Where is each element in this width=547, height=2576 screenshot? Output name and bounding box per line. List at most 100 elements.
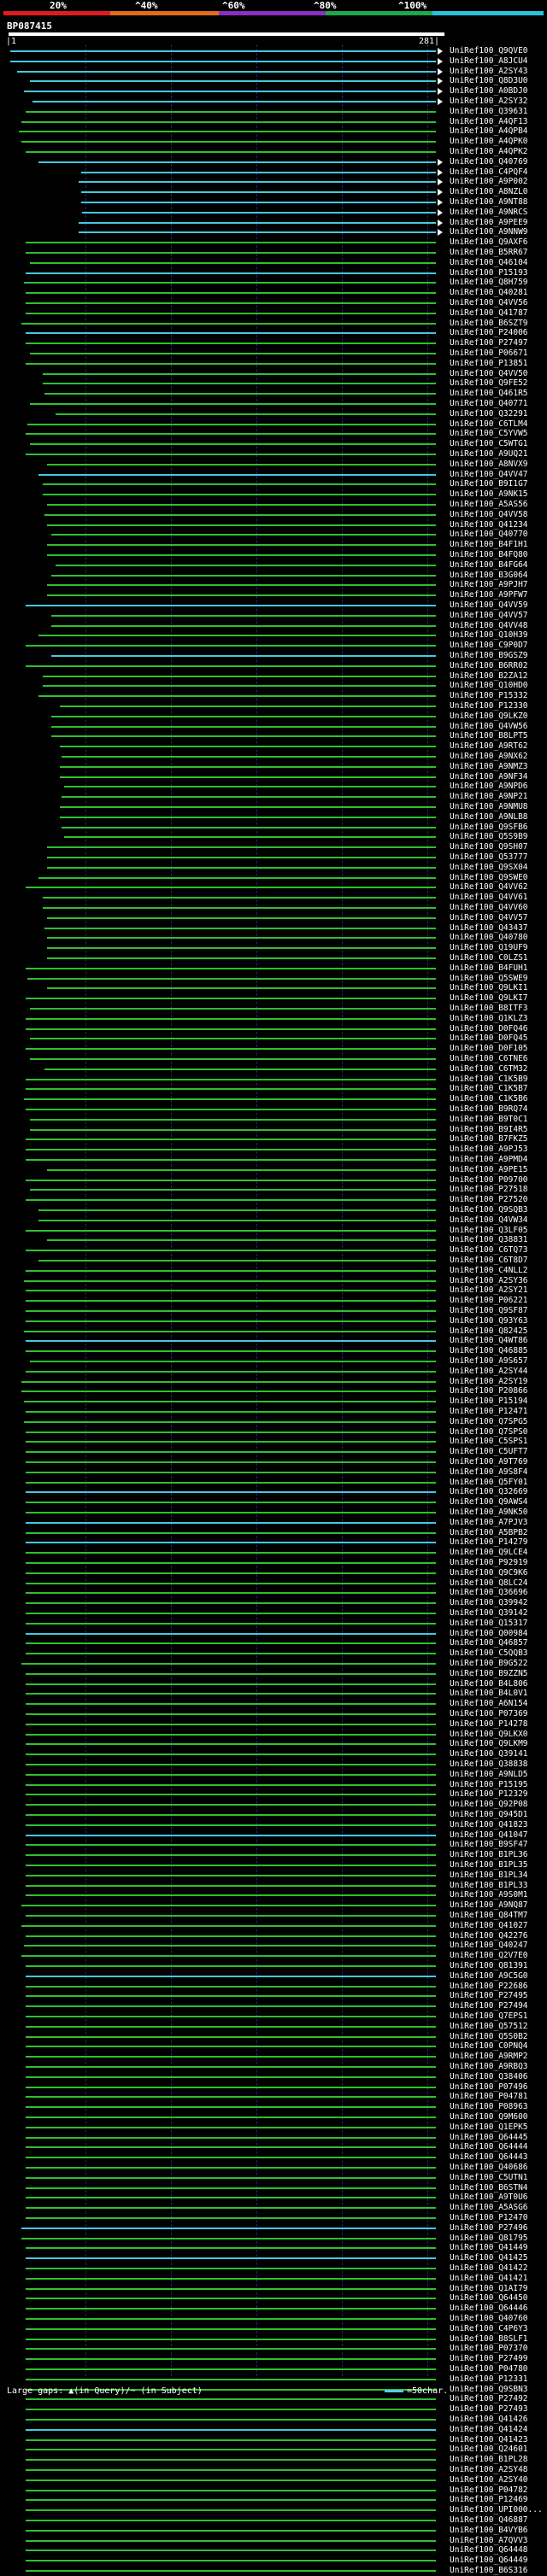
alignment-row[interactable]: UniRef100_P27492 — [0, 2394, 547, 2404]
alignment-row[interactable]: UniRef100_B4L806 — [0, 1679, 547, 1689]
hit-bar[interactable] — [26, 342, 436, 345]
hit-label[interactable]: UniRef100_C0PNQ4 — [450, 2041, 528, 2052]
hit-label[interactable]: UniRef100_B1PL36 — [450, 1850, 528, 1860]
hit-bar[interactable] — [24, 282, 436, 284]
hit-label[interactable]: UniRef100_A9UQ21 — [450, 449, 528, 459]
alignment-row[interactable]: UniRef100_Q24601 — [0, 2444, 547, 2455]
hit-bar[interactable] — [26, 2509, 436, 2512]
hit-label[interactable]: UniRef100_B9I1G7 — [450, 479, 528, 489]
hit-bar[interactable] — [30, 353, 436, 354]
hit-label[interactable]: UniRef100_Q4VV61 — [450, 893, 528, 903]
hit-label[interactable]: UniRef100_P27518 — [450, 1185, 528, 1195]
hit-label[interactable]: UniRef100_Q00984 — [450, 1628, 528, 1638]
hit-bar[interactable] — [26, 1027, 436, 1030]
hit-label[interactable]: UniRef100_D0FQ45 — [450, 1033, 528, 1044]
hit-label[interactable]: UniRef100_A9P002 — [450, 177, 528, 187]
hit-label[interactable]: UniRef100_Q24601 — [450, 2444, 528, 2455]
hit-bar[interactable] — [47, 504, 436, 506]
hit-bar[interactable] — [26, 887, 436, 889]
alignment-row[interactable]: UniRef100_Q3LF05 — [0, 1226, 547, 1236]
alignment-row[interactable]: UniRef100_A2SY44 — [0, 1367, 547, 1377]
alignment-row[interactable]: UniRef100_B4L0V1 — [0, 1689, 547, 1699]
hit-bar[interactable] — [26, 1733, 436, 1736]
hit-bar[interactable] — [26, 1602, 436, 1605]
alignment-row[interactable]: UniRef100_Q9AXF6 — [0, 237, 547, 248]
alignment-row[interactable]: UniRef100_Q32669 — [0, 1487, 547, 1497]
alignment-row[interactable]: UniRef100_A9P002 — [0, 177, 547, 187]
hit-bar[interactable] — [26, 1250, 436, 1252]
alignment-row[interactable]: UniRef100_A9NRCS — [0, 208, 547, 218]
alignment-row[interactable]: UniRef100_D0FQ45 — [0, 1033, 547, 1044]
alignment-row[interactable]: UniRef100_A9T769 — [0, 1457, 547, 1467]
hit-bar[interactable] — [62, 796, 436, 799]
hit-bar[interactable] — [26, 1723, 436, 1725]
hit-bar[interactable] — [30, 1118, 436, 1121]
hit-bar[interactable] — [26, 2116, 436, 2118]
hit-label[interactable]: UniRef100_UPI000... — [450, 2505, 543, 2515]
alignment-row[interactable]: UniRef100_Q81391 — [0, 1961, 547, 1971]
hit-label[interactable]: UniRef100_Q40281 — [450, 288, 528, 298]
hit-bar[interactable] — [26, 2268, 436, 2269]
hit-label[interactable]: UniRef100_Q9AWS4 — [450, 1497, 528, 1508]
hit-label[interactable]: UniRef100_Q9LKI7 — [450, 993, 528, 1004]
alignment-row[interactable]: UniRef100_Q46885 — [0, 1346, 547, 1356]
hit-bar[interactable] — [26, 2136, 436, 2139]
hit-label[interactable]: UniRef100_A2SY19 — [450, 1376, 528, 1386]
alignment-row[interactable]: UniRef100_Q64443 — [0, 2152, 547, 2163]
alignment-row[interactable]: UniRef100_A2SY43 — [0, 67, 547, 77]
alignment-row[interactable]: UniRef100_Q4VV50 — [0, 369, 547, 379]
alignment-row[interactable]: UniRef100_Q9SFB6 — [0, 823, 547, 833]
alignment-row[interactable]: UniRef100_Q9M600 — [0, 2112, 547, 2122]
hit-bar[interactable] — [47, 544, 436, 547]
hit-label[interactable]: UniRef100_Q4VV48 — [450, 620, 528, 630]
alignment-row[interactable]: UniRef100_Q9SH07 — [0, 842, 547, 852]
hit-bar[interactable] — [81, 202, 436, 203]
hit-bar[interactable] — [32, 101, 436, 102]
hit-label[interactable]: UniRef100_Q9LKI1 — [450, 983, 528, 993]
alignment-row[interactable]: UniRef100_C0PNQ4 — [0, 2041, 547, 2052]
alignment-row[interactable]: UniRef100_Q93Y63 — [0, 1316, 547, 1326]
alignment-row[interactable]: UniRef100_A2SY19 — [0, 1377, 547, 1387]
hit-bar[interactable] — [56, 564, 436, 566]
alignment-row[interactable]: UniRef100_B9ZZN5 — [0, 1669, 547, 1679]
hit-bar[interactable] — [30, 1128, 436, 1131]
hit-label[interactable]: UniRef100_P12330 — [450, 701, 528, 711]
hit-label[interactable]: UniRef100_Q4WT86 — [450, 1336, 528, 1346]
hit-bar[interactable] — [64, 786, 436, 788]
hit-label[interactable]: UniRef100_B6STN4 — [450, 2182, 528, 2193]
hit-label[interactable]: UniRef100_A9NT88 — [450, 197, 528, 207]
hit-bar[interactable] — [26, 2479, 436, 2481]
hit-bar[interactable] — [81, 191, 436, 194]
hit-label[interactable]: UniRef100_B7FKZ5 — [450, 1134, 528, 1145]
alignment-row[interactable]: UniRef100_Q41421 — [0, 2274, 547, 2284]
hit-label[interactable]: UniRef100_C6TLM4 — [450, 419, 528, 429]
alignment-row[interactable]: UniRef100_A6N154 — [0, 1699, 547, 1709]
hit-label[interactable]: UniRef100_A9T0U6 — [450, 2193, 528, 2203]
hit-bar[interactable] — [26, 2419, 436, 2421]
hit-label[interactable]: UniRef100_Q1EPK5 — [450, 2122, 528, 2132]
hit-bar[interactable] — [17, 70, 436, 73]
hit-label[interactable]: UniRef100_A9PMD4 — [450, 1155, 528, 1164]
alignment-row[interactable]: UniRef100_Q38831 — [0, 1235, 547, 1245]
hit-label[interactable]: UniRef100_Q64446 — [450, 2304, 528, 2314]
hit-bar[interactable] — [26, 242, 436, 244]
hit-label[interactable]: UniRef100_Q1AI79 — [450, 2283, 528, 2293]
hit-bar[interactable] — [44, 513, 436, 516]
hit-label[interactable]: UniRef100_C6T8D7 — [450, 1256, 528, 1265]
alignment-row[interactable]: UniRef100_Q9SX04 — [0, 863, 547, 873]
hit-label[interactable]: UniRef100_P15193 — [450, 267, 528, 278]
alignment-row[interactable]: UniRef100_Q53777 — [0, 852, 547, 863]
alignment-row[interactable]: UniRef100_P27497 — [0, 338, 547, 348]
hit-label[interactable]: UniRef100_Q36696 — [450, 1588, 528, 1598]
alignment-row[interactable]: UniRef100_B9GSZ9 — [0, 651, 547, 661]
hit-bar[interactable] — [82, 211, 436, 214]
hit-label[interactable]: UniRef100_Q64450 — [450, 2293, 528, 2304]
alignment-row[interactable]: UniRef100_A8NVX9 — [0, 460, 547, 470]
hit-label[interactable]: UniRef100_Q39942 — [450, 1598, 528, 1608]
alignment-row[interactable]: UniRef100_B1PL28 — [0, 2455, 547, 2465]
alignment-row[interactable]: UniRef100_A9S0M1 — [0, 1890, 547, 1900]
hit-label[interactable]: UniRef100_A9NK15 — [450, 489, 528, 500]
hit-bar[interactable] — [26, 252, 436, 254]
alignment-row[interactable]: UniRef100_Q7SPG5 — [0, 1417, 547, 1427]
hit-bar[interactable] — [26, 1088, 436, 1091]
